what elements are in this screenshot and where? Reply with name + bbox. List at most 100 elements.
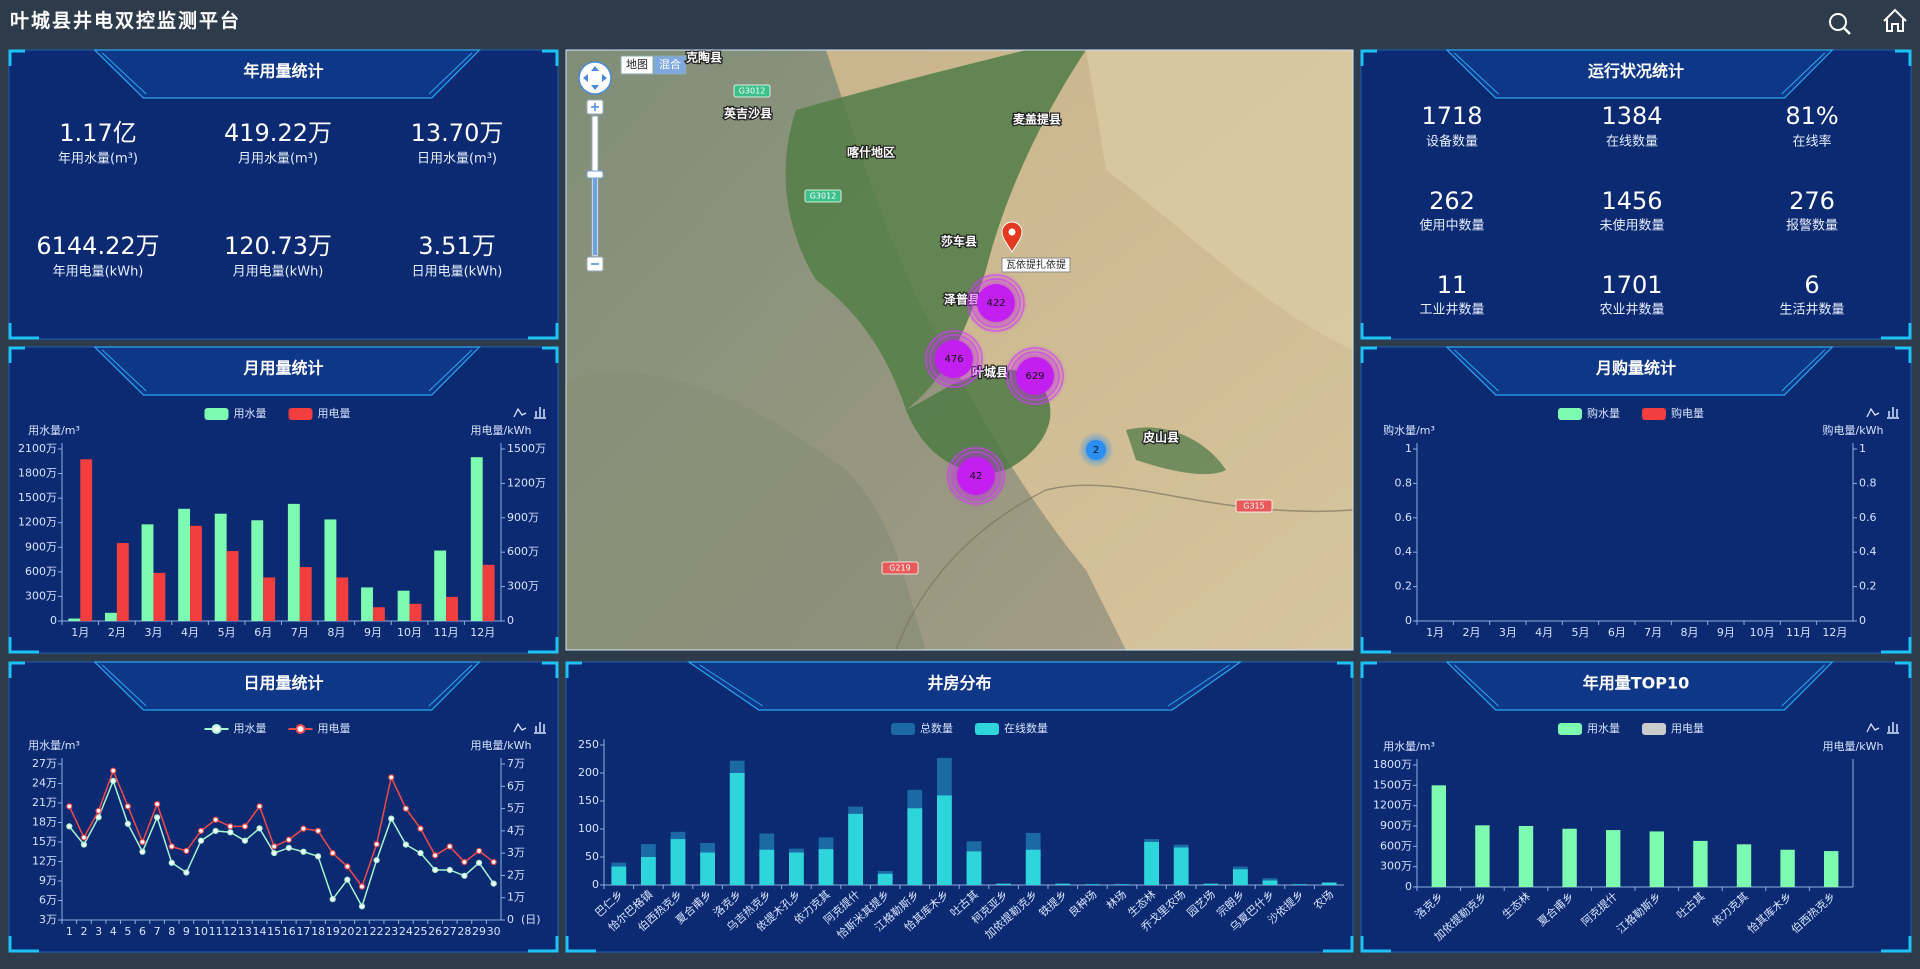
- legend-item[interactable]: 购水量: [1558, 406, 1620, 420]
- bar: [1475, 825, 1490, 887]
- legend-label[interactable]: 用水量: [234, 407, 267, 420]
- line: [68, 778, 495, 909]
- legend-label[interactable]: 购电量: [1671, 406, 1704, 420]
- x-tick-label: 12月: [1822, 626, 1847, 639]
- legend-item[interactable]: 用电量: [288, 407, 351, 420]
- corner: [1360, 661, 1377, 678]
- cluster[interactable]: 476: [922, 327, 986, 391]
- title-plate: [93, 346, 481, 396]
- toolbox-line[interactable]: [513, 407, 527, 418]
- toolbox-line[interactable]: [1866, 722, 1880, 733]
- legend-item[interactable]: 用水量: [204, 722, 267, 735]
- bar: [1144, 841, 1159, 885]
- legend-item[interactable]: 总数量: [891, 721, 953, 735]
- panel-background: [8, 346, 559, 654]
- corner: [1881, 323, 1912, 340]
- home-button[interactable]: [1883, 8, 1907, 32]
- map-type-button[interactable]: [620, 55, 654, 75]
- toolbox-bar[interactable]: [534, 722, 546, 734]
- zoom-in-icon[interactable]: [591, 103, 599, 111]
- title-plate-line: [1781, 349, 1825, 392]
- legend-label[interactable]: 总数量: [920, 721, 953, 735]
- map-type-button[interactable]: [653, 55, 687, 75]
- point: [358, 883, 366, 890]
- cluster-count[interactable]: 629: [1025, 371, 1044, 382]
- legend-item[interactable]: 用水量: [1558, 722, 1620, 735]
- point: [446, 866, 453, 874]
- legend-item[interactable]: 购电量: [1642, 406, 1704, 420]
- legend-item[interactable]: 用电量: [1642, 722, 1704, 735]
- cluster-core[interactable]: [1016, 357, 1054, 395]
- search-button[interactable]: [1829, 13, 1851, 35]
- stat-label: 月用电量(kWh): [233, 265, 324, 280]
- marker-label: 瓦依提扎依提: [1006, 258, 1066, 271]
- corner: [8, 637, 39, 654]
- cluster-core[interactable]: [1086, 440, 1106, 460]
- stat-value: 1456: [1601, 187, 1662, 215]
- bar: [336, 577, 349, 621]
- legend-label[interactable]: 用电量: [1671, 722, 1704, 735]
- corner: [1360, 49, 1377, 66]
- title-plate: [1445, 346, 1834, 396]
- legend-label[interactable]: 用水量: [234, 722, 267, 735]
- legend-label[interactable]: 在线数量: [1004, 721, 1048, 735]
- map-type-label[interactable]: 混合: [659, 57, 681, 71]
- cluster-count[interactable]: 42: [970, 471, 983, 482]
- cluster[interactable]: 629: [1003, 344, 1067, 408]
- place-label: 喀什地区: [847, 145, 895, 160]
- pan-button[interactable]: [578, 61, 612, 95]
- legend-item[interactable]: 用水量: [204, 407, 267, 420]
- x-axis-name: (日): [521, 913, 541, 926]
- toolbox-bar[interactable]: [534, 407, 546, 419]
- map-type-label[interactable]: 地图: [626, 58, 648, 71]
- bar: [1025, 849, 1041, 885]
- cluster-core[interactable]: [935, 340, 973, 378]
- legend-swatch: [288, 408, 313, 420]
- zoom-control[interactable]: [578, 61, 612, 272]
- legend-label[interactable]: 用水量: [1587, 722, 1620, 735]
- point: [154, 801, 161, 808]
- cluster-core[interactable]: [977, 284, 1015, 322]
- point: [227, 829, 234, 836]
- x-tick-label: 1: [66, 925, 73, 938]
- zoom-thumb[interactable]: [586, 170, 604, 179]
- title-plate: [1445, 661, 1834, 711]
- legend-item[interactable]: 在线数量: [975, 721, 1048, 735]
- point: [241, 823, 249, 830]
- cluster-core[interactable]: [957, 457, 995, 495]
- legend-item[interactable]: 用电量: [288, 722, 351, 735]
- legend-label[interactable]: 购水量: [1587, 406, 1620, 420]
- y-tick-label: 1800万: [1373, 758, 1412, 771]
- toolbox-line[interactable]: [1866, 407, 1880, 418]
- cluster[interactable]: 422: [964, 271, 1028, 335]
- point: [402, 805, 409, 812]
- bar: [1824, 851, 1839, 887]
- pan-arrows[interactable]: [583, 66, 607, 90]
- x-tick-label: 20: [340, 925, 354, 938]
- x-tick-label: 7: [154, 925, 161, 938]
- cluster-count[interactable]: 422: [986, 298, 1005, 309]
- stat-label: 在线数量: [1606, 135, 1658, 150]
- y-tick-label: 1200万: [18, 516, 57, 529]
- panel-background: [1360, 346, 1912, 654]
- toolbox-bar[interactable]: [1887, 407, 1899, 419]
- toolbox-line[interactable]: [513, 722, 527, 733]
- toolbox-bar[interactable]: [1887, 722, 1899, 734]
- cluster-count[interactable]: 2: [1093, 445, 1099, 456]
- cluster-count[interactable]: 476: [944, 354, 963, 365]
- point: [388, 815, 395, 822]
- legend-label[interactable]: 用电量: [318, 722, 351, 735]
- y-tick-label: 9万: [39, 874, 57, 887]
- corner: [1881, 637, 1912, 654]
- cluster[interactable]: 2: [1078, 432, 1114, 468]
- legend-label[interactable]: 用电量: [318, 407, 351, 420]
- location-pin[interactable]: [1001, 221, 1023, 253]
- bar: [759, 849, 775, 885]
- y2-tick-label: 1万: [507, 891, 525, 904]
- point: [154, 814, 161, 821]
- point: [256, 825, 263, 832]
- cluster[interactable]: 42: [944, 444, 1008, 508]
- y-tick-label: 250: [578, 738, 599, 751]
- corner: [565, 936, 596, 953]
